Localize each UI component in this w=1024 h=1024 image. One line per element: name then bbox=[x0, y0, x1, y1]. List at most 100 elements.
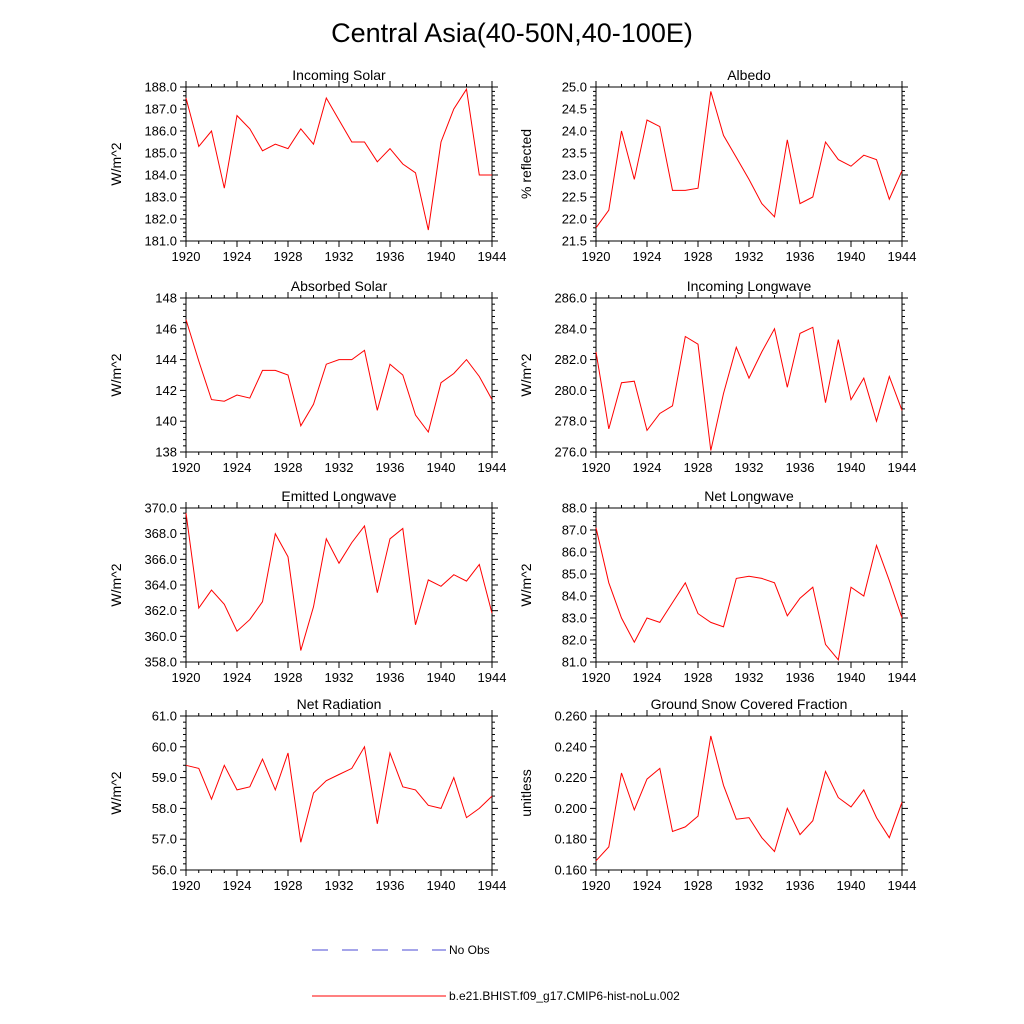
y-tick-label: 148 bbox=[155, 291, 177, 306]
y-tick-label: 61.0 bbox=[152, 709, 177, 724]
x-tick-label: 1940 bbox=[837, 670, 866, 685]
panel-title: Net Longwave bbox=[704, 488, 794, 504]
panel-incoming-longwave: Incoming Longwave 1920 1924 1928 1932 1936 194… bbox=[518, 278, 916, 475]
x-tick-label: 1940 bbox=[427, 460, 456, 475]
x-tick-label: 1940 bbox=[837, 460, 866, 475]
y-tick-label: 146 bbox=[155, 321, 177, 336]
y-tick-label: 140 bbox=[155, 414, 177, 429]
y-tick-label: 286.0 bbox=[554, 291, 587, 306]
y-tick-label: 142 bbox=[155, 383, 177, 398]
x-tick-label: 1920 bbox=[582, 878, 611, 893]
x-tick-label: 1928 bbox=[684, 249, 713, 264]
y-tick-label: 364.0 bbox=[144, 578, 177, 593]
panel-ground-snow-covered-fraction: Ground Snow Covered Fraction 1920 1924 1928… bbox=[518, 696, 916, 893]
x-tick-label: 1928 bbox=[274, 670, 303, 685]
y-tick-label: 181.0 bbox=[144, 234, 177, 249]
y-tick-label: 22.0 bbox=[562, 212, 587, 227]
x-tick-label: 1932 bbox=[325, 249, 354, 264]
y-tick-label: 25.0 bbox=[562, 80, 587, 95]
x-tick-label: 1940 bbox=[427, 878, 456, 893]
y-axis-label: % reflected bbox=[518, 129, 534, 199]
y-tick-label: 183.0 bbox=[144, 190, 177, 205]
y-tick-label: 0.260 bbox=[554, 709, 587, 724]
panel-net-radiation: Net Radiation 1920 1924 1928 1932 1936 1940 194… bbox=[108, 696, 506, 893]
x-tick-label: 1924 bbox=[633, 460, 662, 475]
x-tick-label: 1920 bbox=[172, 878, 201, 893]
figure-title: Central Asia(40-50N,40-100E) bbox=[331, 18, 693, 48]
panel-title: Albedo bbox=[727, 67, 771, 83]
x-tick-label: 1940 bbox=[427, 670, 456, 685]
y-tick-label: 22.5 bbox=[562, 190, 587, 205]
y-tick-label: 370.0 bbox=[144, 501, 177, 516]
x-tick-label: 1932 bbox=[325, 460, 354, 475]
x-tick-label: 1936 bbox=[376, 878, 405, 893]
plot-frame bbox=[595, 297, 903, 453]
x-tick-label: 1920 bbox=[172, 249, 201, 264]
x-tick-label: 1920 bbox=[582, 249, 611, 264]
x-tick-label: 1924 bbox=[223, 249, 252, 264]
panel-net-longwave: Net Longwave 1920 1924 1928 1932 1936 1940 1944… bbox=[518, 488, 916, 685]
y-tick-label: 24.5 bbox=[562, 102, 587, 117]
x-tick-label: 1944 bbox=[478, 249, 507, 264]
x-tick-label: 1936 bbox=[786, 249, 815, 264]
plot-frame bbox=[595, 507, 903, 663]
x-tick-label: 1944 bbox=[888, 670, 917, 685]
y-tick-label: 58.0 bbox=[152, 801, 177, 816]
x-tick-label: 1936 bbox=[786, 878, 815, 893]
series-line bbox=[185, 745, 493, 843]
x-tick-label: 1920 bbox=[172, 670, 201, 685]
x-tick-label: 1940 bbox=[837, 878, 866, 893]
plot-frame bbox=[595, 86, 903, 242]
y-tick-label: 280.0 bbox=[554, 383, 587, 398]
x-tick-label: 1944 bbox=[888, 460, 917, 475]
y-tick-label: 81.0 bbox=[562, 655, 587, 670]
y-tick-label: 187.0 bbox=[144, 102, 177, 117]
y-tick-label: 82.0 bbox=[562, 633, 587, 648]
x-tick-label: 1924 bbox=[223, 670, 252, 685]
panel-title: Emitted Longwave bbox=[281, 488, 396, 504]
plot-frame bbox=[185, 86, 493, 242]
y-tick-label: 284.0 bbox=[554, 321, 587, 336]
panel-title: Incoming Longwave bbox=[687, 278, 812, 294]
series-line bbox=[185, 87, 492, 231]
x-tick-label: 1928 bbox=[684, 460, 713, 475]
y-tick-label: 60.0 bbox=[152, 739, 177, 754]
x-tick-label: 1924 bbox=[633, 878, 662, 893]
y-axis-label: W/m^2 bbox=[108, 353, 124, 396]
x-tick-label: 1944 bbox=[478, 670, 507, 685]
y-tick-label: 23.5 bbox=[562, 146, 587, 161]
x-tick-label: 1932 bbox=[735, 460, 764, 475]
panel-emitted-longwave: Emitted Longwave 1920 1924 1928 1932 1936 1940… bbox=[108, 488, 506, 685]
y-tick-label: 0.220 bbox=[554, 770, 587, 785]
y-tick-label: 366.0 bbox=[144, 552, 177, 567]
x-tick-label: 1932 bbox=[735, 670, 764, 685]
panels: Incoming Solar 1920 1924 1928 1932 1936 1940 19… bbox=[108, 67, 916, 893]
x-tick-label: 1936 bbox=[376, 249, 405, 264]
panel-title: Absorbed Solar bbox=[291, 278, 388, 294]
x-tick-label: 1940 bbox=[427, 249, 456, 264]
x-tick-label: 1928 bbox=[274, 249, 303, 264]
y-tick-label: 138 bbox=[155, 445, 177, 460]
y-axis-label: W/m^2 bbox=[108, 771, 124, 814]
y-tick-label: 0.240 bbox=[554, 739, 587, 754]
panel-title: Incoming Solar bbox=[292, 67, 386, 83]
x-tick-label: 1920 bbox=[172, 460, 201, 475]
plot-frame bbox=[595, 715, 903, 871]
x-tick-label: 1932 bbox=[735, 249, 764, 264]
y-tick-label: 23.0 bbox=[562, 168, 587, 183]
y-tick-label: 84.0 bbox=[562, 589, 587, 604]
x-tick-label: 1944 bbox=[478, 460, 507, 475]
series-line bbox=[595, 326, 903, 451]
legend: No Obs b.e21.BHIST.f09_g17.CMIP6-hist-no… bbox=[312, 943, 680, 1003]
series-line bbox=[595, 91, 903, 229]
series-line bbox=[595, 735, 903, 862]
x-tick-label: 1928 bbox=[274, 878, 303, 893]
x-tick-label: 1932 bbox=[735, 878, 764, 893]
x-tick-label: 1924 bbox=[633, 670, 662, 685]
y-tick-label: 184.0 bbox=[144, 168, 177, 183]
y-tick-label: 56.0 bbox=[152, 863, 177, 878]
legend-label-model: b.e21.BHIST.f09_g17.CMIP6-hist-noLu.002 bbox=[449, 989, 680, 1003]
y-tick-label: 59.0 bbox=[152, 770, 177, 785]
y-tick-label: 368.0 bbox=[144, 526, 177, 541]
